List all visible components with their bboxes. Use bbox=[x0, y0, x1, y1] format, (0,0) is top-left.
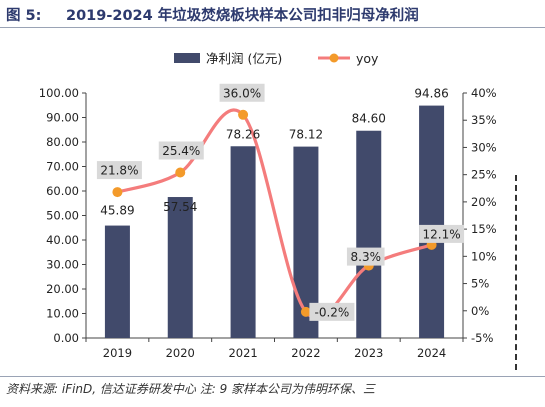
yoy-value-label: 21.8% bbox=[100, 164, 138, 178]
left-tick-label: 60.00 bbox=[46, 184, 79, 198]
figure-title: 2019-2024 年垃圾焚烧板块样本公司扣非归母净利润 bbox=[66, 8, 419, 24]
yoy-point bbox=[175, 167, 186, 178]
right-tick-label: 10% bbox=[471, 249, 497, 263]
bar bbox=[167, 197, 193, 338]
bar-value-label: 78.12 bbox=[289, 128, 323, 142]
right-tick-label: -5% bbox=[471, 331, 493, 345]
left-tick-label: 40.00 bbox=[46, 233, 79, 247]
bar-value-label: 57.54 bbox=[163, 200, 197, 214]
yoy-value-label: -0.2% bbox=[315, 305, 350, 319]
yoy-label-box bbox=[96, 161, 142, 180]
left-tick-label: 50.00 bbox=[46, 209, 79, 223]
bar-value-label: 84.60 bbox=[352, 112, 386, 126]
right-tick-label: 35% bbox=[471, 113, 497, 127]
x-tick-label: 2022 bbox=[291, 346, 320, 360]
yoy-label-box bbox=[219, 83, 265, 102]
left-tick-label: 80.00 bbox=[46, 135, 79, 149]
right-tick-label: 25% bbox=[471, 168, 497, 182]
figure-label: 图 5: bbox=[6, 8, 42, 24]
x-tick-label: 2021 bbox=[228, 346, 257, 360]
right-tick-label: 40% bbox=[471, 86, 497, 100]
yoy-value-label: 36.0% bbox=[223, 86, 261, 100]
figure-header: 图 5: 2019-2024 年垃圾焚烧板块样本公司扣非归母净利润 bbox=[0, 0, 545, 30]
bar-value-label: 94.86 bbox=[414, 87, 448, 101]
yoy-label-box bbox=[346, 247, 385, 266]
x-tick-label: 2020 bbox=[166, 346, 195, 360]
left-tick-label: 90.00 bbox=[46, 111, 79, 125]
source-note: 资料来源: iFinD, 信达证券研发中心 注: 9 家样本公司为伟明环保、三 bbox=[6, 382, 376, 396]
bar bbox=[419, 105, 445, 338]
x-tick-label: 2019 bbox=[103, 346, 132, 360]
bar bbox=[230, 146, 256, 338]
legend-line-marker bbox=[329, 53, 339, 63]
dashed-divider bbox=[515, 175, 517, 370]
yoy-point bbox=[238, 109, 249, 120]
right-tick-label: 15% bbox=[471, 222, 497, 236]
combo-chart: 净利润 (亿元) yoy 0.00 10.00 20.00 30.00 40.00 50.00… bbox=[39, 51, 497, 360]
left-tick-label: 10.00 bbox=[46, 307, 79, 321]
legend-bar-swatch bbox=[174, 53, 200, 63]
yoy-value-label: 12.1% bbox=[423, 227, 461, 241]
legend-line-label: yoy bbox=[356, 51, 379, 66]
x-tick-label: 2023 bbox=[354, 346, 383, 360]
yoy-point bbox=[300, 306, 311, 317]
footer-divider bbox=[0, 376, 545, 377]
legend-bar-label: 净利润 (亿元) bbox=[206, 51, 282, 66]
yoy-label-box bbox=[158, 141, 204, 160]
chart-container: 净利润 (亿元) yoy 0.00 10.00 20.00 30.00 40.00 50.00… bbox=[0, 34, 545, 374]
yoy-value-label: 8.3% bbox=[351, 250, 382, 264]
right-tick-label: 30% bbox=[471, 140, 497, 154]
bar-value-label: 45.89 bbox=[100, 204, 134, 218]
left-tick-label: 100.00 bbox=[39, 86, 79, 100]
yoy-value-label: 25.4% bbox=[162, 144, 200, 158]
bar bbox=[104, 225, 130, 338]
right-tick-label: 5% bbox=[471, 277, 489, 291]
title-divider bbox=[0, 27, 545, 28]
yoy-point bbox=[112, 187, 123, 198]
yoy-label-box bbox=[419, 224, 465, 243]
left-tick-label: 0.00 bbox=[53, 331, 79, 345]
left-tick-label: 30.00 bbox=[46, 258, 79, 272]
left-tick-label: 20.00 bbox=[46, 282, 79, 296]
yoy-label-box bbox=[309, 302, 355, 321]
bar bbox=[356, 130, 382, 338]
bar-value-label: 78.26 bbox=[226, 127, 260, 141]
x-tick-label: 2024 bbox=[417, 346, 446, 360]
left-tick-label: 70.00 bbox=[46, 160, 79, 174]
right-tick-label: 0% bbox=[471, 304, 489, 318]
right-tick-label: 20% bbox=[471, 195, 497, 209]
